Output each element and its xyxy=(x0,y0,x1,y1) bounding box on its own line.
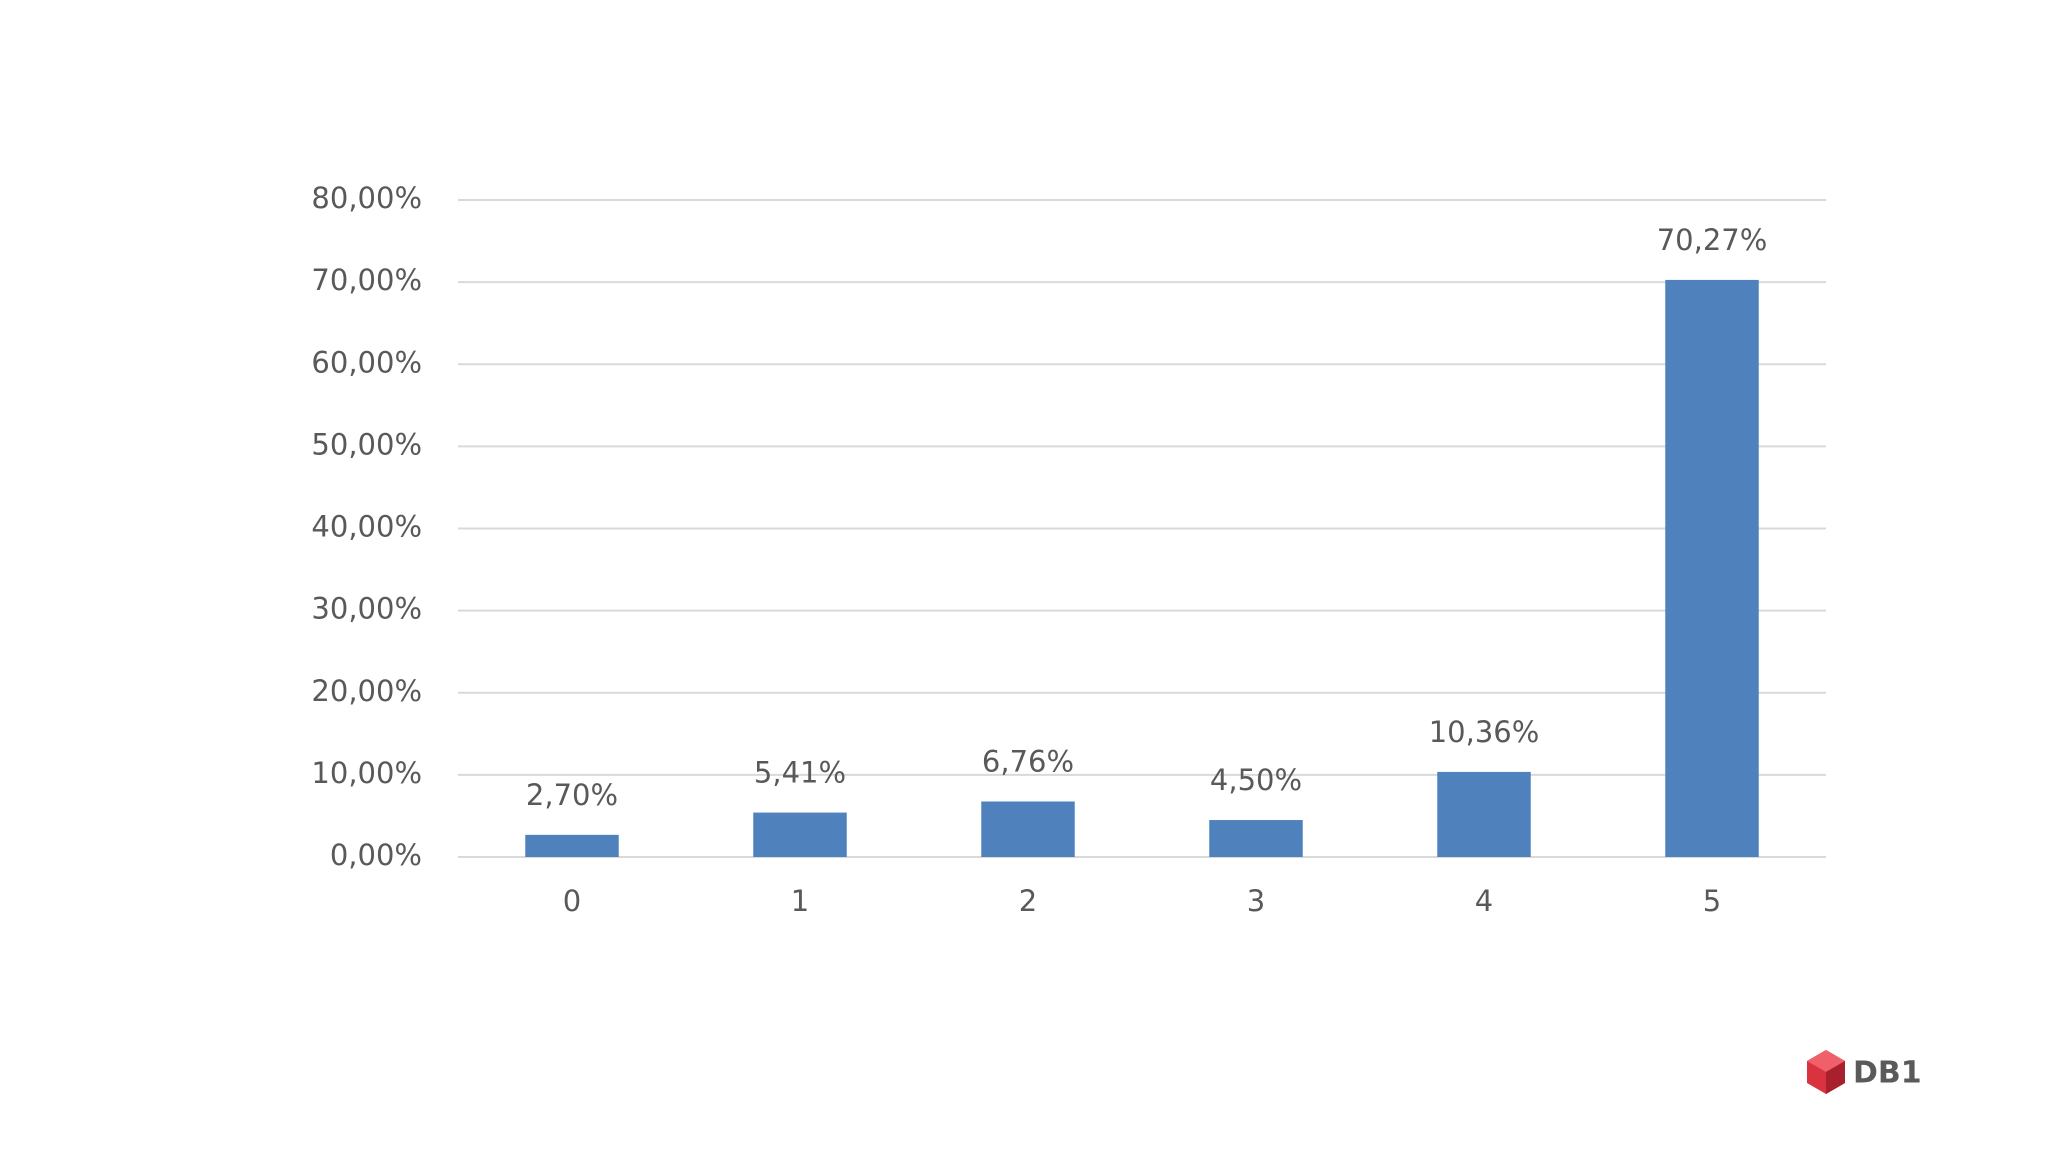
y-tick-label: 10,00% xyxy=(311,756,422,790)
y-tick-label: 50,00% xyxy=(311,427,422,461)
x-tick-label: 0 xyxy=(563,884,581,918)
data-label: 2,70% xyxy=(526,778,618,812)
bar xyxy=(1209,820,1303,857)
x-tick-label: 5 xyxy=(1703,884,1721,918)
bar xyxy=(981,801,1075,857)
data-label: 70,27% xyxy=(1657,223,1768,257)
data-label: 10,36% xyxy=(1429,715,1540,749)
x-tick-label: 2 xyxy=(1019,884,1037,918)
bar xyxy=(525,834,619,857)
y-tick-label: 80,00% xyxy=(311,181,422,215)
x-tick-label: 1 xyxy=(791,884,809,918)
bar xyxy=(1665,279,1759,858)
x-tick-label: 3 xyxy=(1247,884,1265,918)
y-tick-label: 70,00% xyxy=(311,263,422,297)
y-tick-label: 40,00% xyxy=(311,510,422,544)
y-tick-label: 60,00% xyxy=(311,345,422,379)
bar xyxy=(753,812,847,857)
logo-icon-side xyxy=(1826,1061,1845,1094)
data-label: 4,50% xyxy=(1210,763,1302,797)
bar xyxy=(1437,771,1531,857)
y-tick-label: 0,00% xyxy=(330,838,422,872)
data-label: 6,76% xyxy=(982,744,1074,778)
logo: DB1 xyxy=(1807,1050,1922,1094)
y-tick-label: 30,00% xyxy=(311,592,422,626)
x-tick-label: 4 xyxy=(1475,884,1493,918)
logo-text: DB1 xyxy=(1853,1056,1922,1091)
y-tick-label: 20,00% xyxy=(311,674,422,708)
data-label: 5,41% xyxy=(754,756,846,790)
